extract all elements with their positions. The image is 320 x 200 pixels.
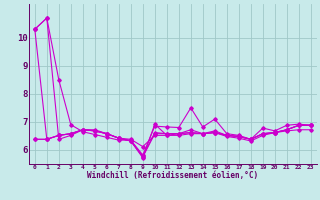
X-axis label: Windchill (Refroidissement éolien,°C): Windchill (Refroidissement éolien,°C)	[87, 171, 258, 180]
